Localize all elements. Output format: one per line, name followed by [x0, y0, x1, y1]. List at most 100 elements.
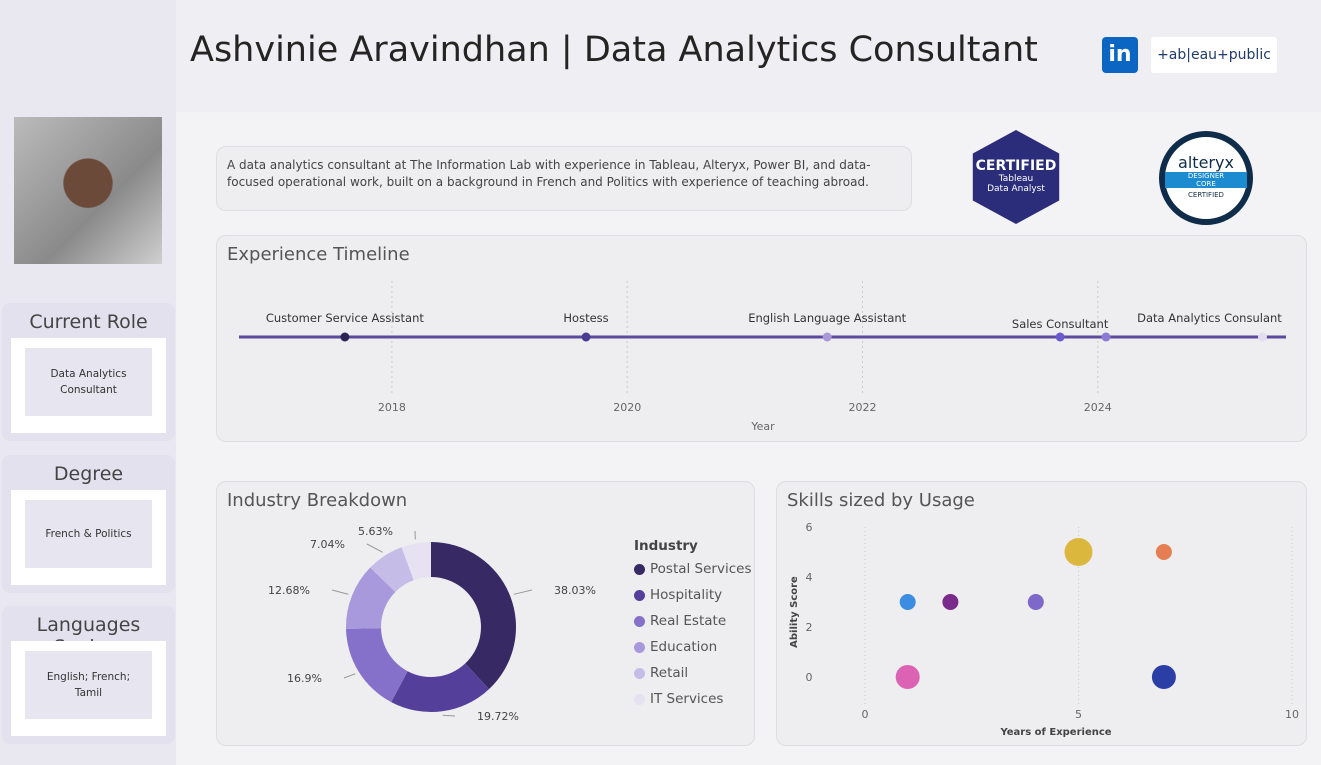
legend-item[interactable]: Education: [634, 634, 752, 660]
x-tick-label: 2024: [1084, 401, 1112, 414]
timeline-point: [1257, 332, 1267, 342]
legend-label: Retail: [650, 665, 689, 681]
legend-dot-icon: [634, 615, 645, 627]
timeline-label: Data Analytics Consulant: [1137, 311, 1282, 325]
x-tick-label: 10: [1285, 708, 1299, 721]
timeline-label: Sales Consultant: [1012, 317, 1109, 331]
industry-card: Industry Breakdown 38.03% 19.72% 16.9% 12.6…: [216, 481, 755, 746]
badge-text: CORE: [1165, 180, 1247, 188]
legend-label: Hospitality: [650, 587, 723, 603]
legend-dot-icon: [634, 693, 645, 705]
legend-label: IT Services: [650, 691, 724, 707]
bio-text: A data analytics consultant at The Infor…: [227, 158, 871, 189]
legend-item[interactable]: Real Estate: [634, 608, 752, 634]
data-label: 5.63%: [358, 525, 393, 538]
y-axis-label: Ability Score: [789, 576, 800, 648]
legend-label: Education: [650, 639, 718, 655]
sidebar-card: Degree French & Politics: [2, 455, 175, 593]
donut-slice: [346, 628, 408, 703]
leader-line: [442, 714, 456, 717]
timeline-chart: 2018 2020 2022 2024 Year Customer Service Ass…: [239, 281, 1286, 433]
data-label: 38.03%: [554, 584, 596, 597]
legend-label: Postal Services: [650, 561, 752, 577]
chart-title: Skills sized by Usage: [787, 490, 975, 511]
badge-text: DESIGNER: [1165, 172, 1247, 180]
legend-item[interactable]: IT Services: [634, 686, 752, 712]
timeline-label: English Language Assistant: [748, 311, 906, 325]
profile-photo: [14, 117, 162, 264]
scatter-point: [895, 665, 920, 689]
y-tick-label: 0: [806, 671, 813, 684]
linkedin-icon[interactable]: in: [1102, 37, 1138, 73]
x-axis-label: Years of Experience: [999, 727, 1111, 738]
scatter-point: [1064, 538, 1093, 566]
legend-item[interactable]: Hospitality: [634, 582, 752, 608]
sidebar-card-value-box: Data Analytics Consultant: [11, 338, 166, 433]
x-axis-label: Year: [750, 420, 775, 433]
scatter-point: [1151, 665, 1176, 689]
legend: Industry Postal Services Hospitality Real …: [634, 538, 752, 712]
y-tick-label: 6: [806, 521, 813, 534]
timeline-point: [340, 332, 350, 342]
donut-slice: [401, 542, 431, 581]
sidebar-card: Languages SpokenEnglish; French; Tamil: [2, 606, 175, 744]
timeline-point: [822, 332, 832, 342]
leader-line: [513, 589, 533, 595]
leader-line: [366, 543, 383, 553]
badge-text: Data Analyst: [987, 184, 1045, 194]
sidebar-card-value: English; French; Tamil: [25, 651, 152, 719]
data-label: 16.9%: [287, 672, 322, 685]
legend-dot-icon: [634, 563, 645, 575]
legend-title: Industry: [634, 538, 698, 554]
legend-item[interactable]: Postal Services: [634, 556, 752, 582]
scatter-point: [1155, 544, 1172, 560]
leader-line: [343, 673, 356, 679]
page-title: Ashvinie Aravindhan | Data Analytics Con…: [190, 30, 1038, 70]
x-tick-label: 0: [862, 708, 869, 721]
sidebar-card-label: Degree: [53, 463, 124, 485]
legend-dot-icon: [634, 667, 645, 679]
scatter-chart: 0 5 10 0 2 4 6 Years of Experience Ability Score: [789, 521, 1299, 738]
scatter-point: [942, 594, 959, 610]
donut-slice: [346, 567, 396, 629]
chart-title: Industry Breakdown: [227, 490, 408, 511]
badge-text: Tableau: [998, 174, 1034, 184]
timeline-title: Experience Timeline: [227, 244, 410, 265]
x-tick-label: 2018: [378, 401, 406, 414]
bio-card: A data analytics consultant at The Infor…: [216, 146, 912, 211]
donut-slice: [370, 547, 414, 593]
sidebar-card-label: Current Role: [29, 311, 148, 333]
y-tick-label: 2: [806, 621, 813, 634]
tableau-public-link[interactable]: +ab|eau+public: [1151, 37, 1277, 73]
sidebar-card: Current Role Data Analytics Consultant: [2, 303, 175, 441]
scatter-point: [899, 594, 916, 610]
data-label: 12.68%: [268, 584, 310, 597]
donut-slice: [431, 542, 516, 690]
skills-card: Skills sized by Usage 0 5 10 0 2 4 6 Years of E…: [776, 481, 1307, 746]
timeline-point: [1101, 332, 1111, 342]
legend-label: Real Estate: [650, 613, 727, 629]
timeline-point: [581, 332, 591, 342]
timeline-card: Experience Timeline 2018 2020 2022 2024 Year…: [216, 235, 1307, 442]
timeline-point: [1055, 332, 1065, 342]
legend-dot-icon: [634, 589, 645, 601]
badge-text: CERTIFIED: [1188, 191, 1224, 199]
legend-item[interactable]: Retail: [634, 660, 752, 686]
leader-line: [331, 589, 349, 595]
sidebar-card-value-box: English; French; Tamil: [11, 641, 166, 736]
data-label: 19.72%: [477, 710, 519, 723]
sidebar-card-value: Data Analytics Consultant: [25, 348, 152, 416]
y-tick-label: 4: [806, 571, 813, 584]
sidebar-card-value-box: French & Politics: [11, 490, 166, 585]
timeline-label: Hostess: [563, 311, 608, 325]
x-tick-label: 2020: [613, 401, 641, 414]
x-tick-label: 5: [1075, 708, 1082, 721]
scatter-point: [1027, 594, 1044, 610]
tableau-certified-badge: CERTIFIED Tableau Data Analyst: [972, 130, 1060, 224]
badge-text: alteryx: [1178, 153, 1234, 172]
timeline-label: Customer Service Assistant: [266, 311, 425, 325]
alteryx-certified-badge: alteryx DESIGNER CORE CERTIFIED: [1159, 131, 1253, 225]
donut-slice: [391, 663, 490, 712]
donut-chart: 38.03% 19.72% 16.9% 12.68% 7.04% 5.63%: [268, 525, 596, 723]
data-label: 7.04%: [310, 538, 345, 551]
